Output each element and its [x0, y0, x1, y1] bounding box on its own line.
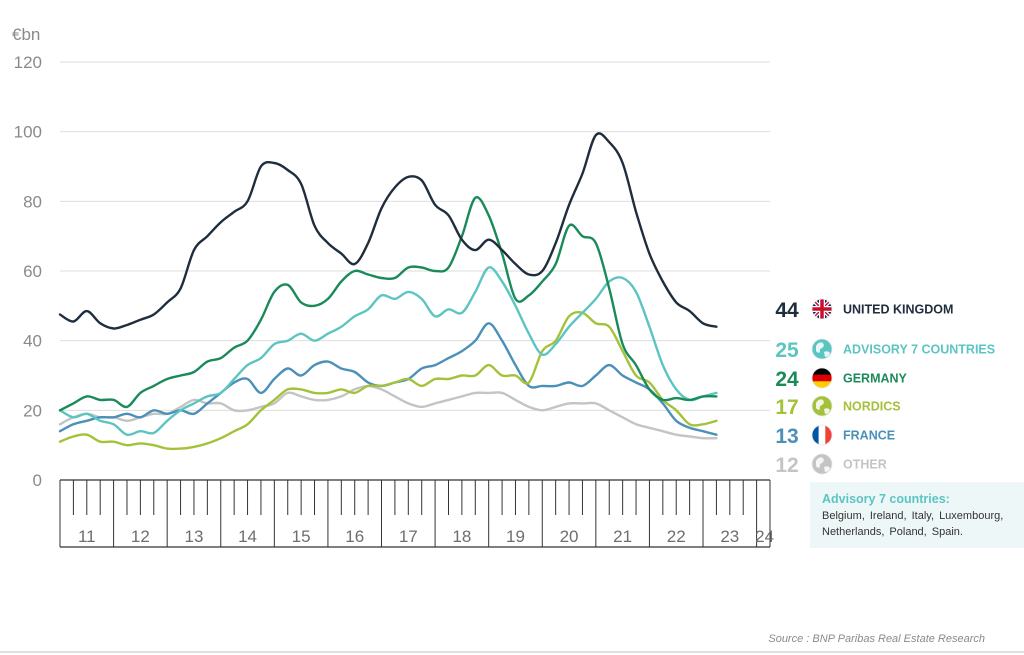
- y-tick-label: 40: [23, 332, 42, 351]
- legend-label-united-kingdom: UNITED KINGDOM: [843, 303, 953, 317]
- legend-label-nordics: NORDICS: [843, 400, 901, 414]
- x-tick-label: 21: [613, 527, 632, 546]
- x-tick-label: 14: [238, 527, 257, 546]
- x-tick-label: 13: [185, 527, 204, 546]
- advisory-note-box: Advisory 7 countries: Belgium, Ireland, …: [810, 482, 1024, 548]
- legend: 44 UNITED KINGDOM 25 ADVISORY 7 COUNTRIES 24…: [775, 298, 995, 477]
- globe-icon: [811, 338, 833, 360]
- legend-label-advisory-7-countries: ADVISORY 7 COUNTRIES: [843, 343, 995, 357]
- source-note: Source : BNP Paribas Real Estate Researc…: [768, 633, 985, 645]
- legend-label-other: OTHER: [843, 458, 887, 472]
- advisory-note-title: Advisory 7 countries:: [822, 492, 950, 506]
- x-tick-label: 20: [560, 527, 579, 546]
- x-tick-label: 16: [345, 527, 364, 546]
- x-tick-label: 17: [399, 527, 418, 546]
- series-lines: [58, 132, 718, 451]
- y-tick-label: 120: [14, 53, 42, 72]
- nordics-globe-icon: [811, 395, 833, 417]
- advisory-note-body: Belgium, Ireland, Italy, Luxembourg, Net…: [822, 510, 1004, 538]
- france-flag-icon: [811, 424, 833, 446]
- y-tick-label: 100: [14, 123, 42, 142]
- x-tick-label: 18: [452, 527, 471, 546]
- x-tick-label: 19: [506, 527, 525, 546]
- other-globe-icon: [811, 453, 833, 475]
- y-tick-label: 0: [33, 471, 42, 490]
- x-axis: 11 12 13 14 15 16 17 18 19 20 21 22 23 24: [59, 479, 774, 548]
- legend-label-germany: GERMANY: [843, 372, 908, 386]
- grid-lines: [60, 61, 770, 411]
- end-value-germany: 24: [775, 368, 799, 391]
- series-line-advisory-7-countries: [58, 266, 718, 437]
- series-line-nordics: [58, 310, 718, 451]
- uk-flag-icon: [811, 298, 833, 320]
- x-tick-label: 12: [131, 527, 150, 546]
- end-value-united-kingdom: 44: [775, 299, 799, 322]
- y-tick-label: 20: [23, 401, 42, 420]
- x-tick-label: 15: [292, 527, 311, 546]
- x-tick-label: 22: [667, 527, 686, 546]
- end-value-france: 13: [775, 425, 798, 448]
- series-line-germany: [58, 195, 718, 412]
- x-tick-label: 24: [755, 527, 774, 546]
- germany-flag-icon: [811, 367, 833, 389]
- y-axis: 0 20 40 60 80 100 120: [14, 53, 42, 490]
- end-value-advisory-7-countries: 25: [775, 339, 799, 362]
- x-tick-label: 11: [78, 527, 96, 546]
- end-value-nordics: 17: [775, 396, 798, 419]
- end-value-other: 12: [775, 454, 798, 477]
- series-line-united-kingdom: [58, 132, 718, 330]
- y-tick-label: 60: [23, 262, 42, 281]
- y-tick-label: 80: [23, 192, 42, 211]
- legend-label-france: FRANCE: [843, 429, 895, 443]
- y-axis-unit: €bn: [12, 25, 40, 44]
- x-tick-label: 23: [720, 527, 739, 546]
